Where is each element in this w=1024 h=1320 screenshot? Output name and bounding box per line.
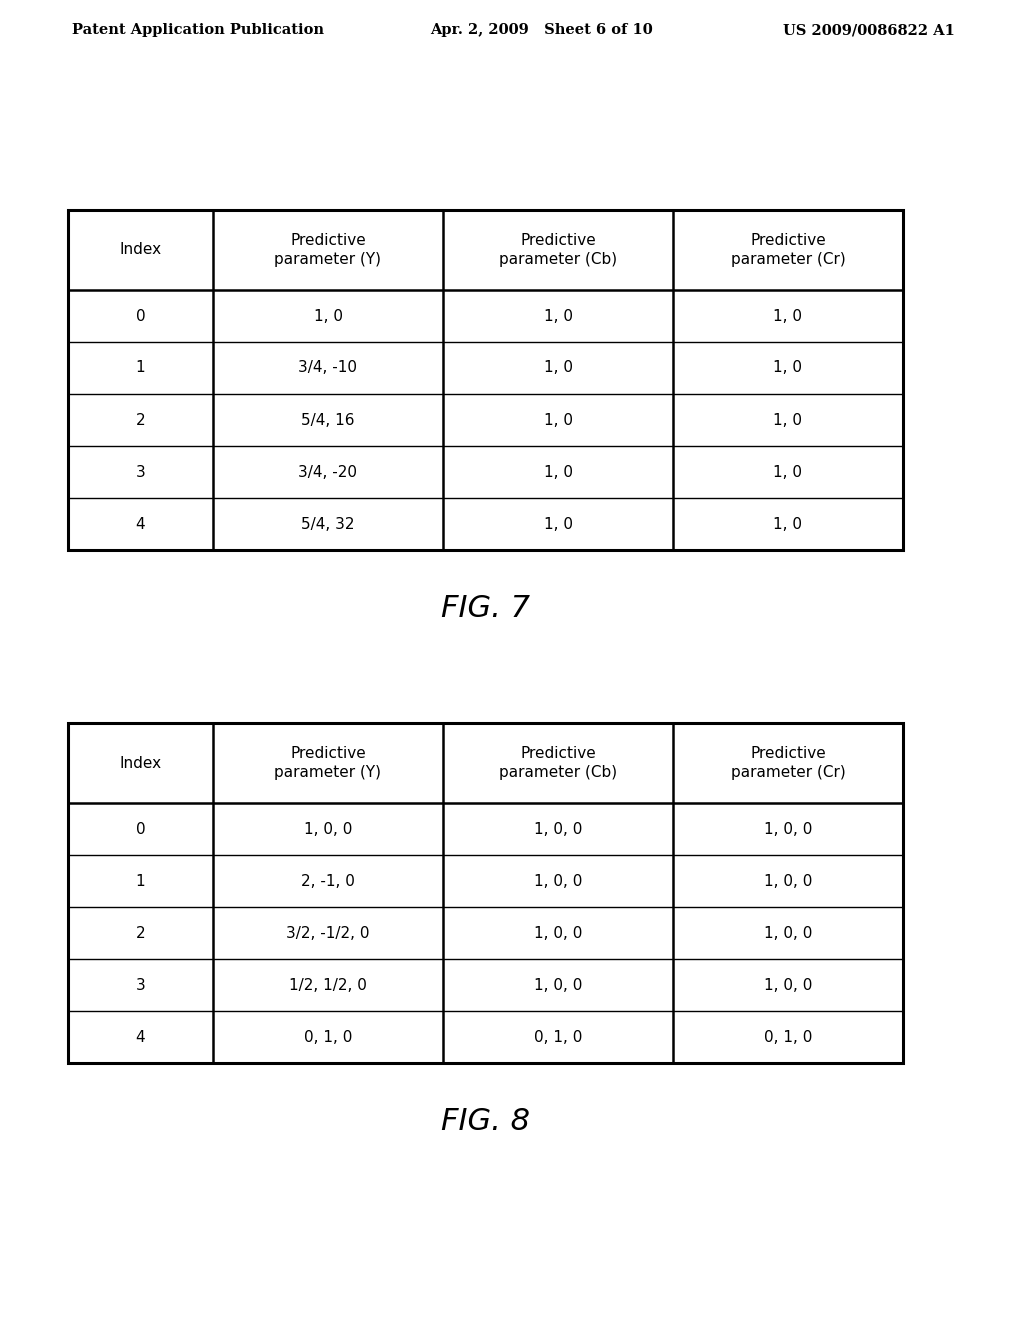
Text: 1, 0, 0: 1, 0, 0 [764, 925, 812, 940]
Text: 1, 0, 0: 1, 0, 0 [534, 925, 583, 940]
Text: 1, 0: 1, 0 [773, 465, 803, 479]
Text: 1: 1 [136, 874, 145, 888]
Text: 1, 0: 1, 0 [544, 465, 572, 479]
Text: 0, 1, 0: 0, 1, 0 [304, 1030, 352, 1044]
Text: Predictive
parameter (Cb): Predictive parameter (Cb) [499, 746, 617, 780]
Text: 1, 0: 1, 0 [313, 309, 342, 323]
Text: 4: 4 [136, 1030, 145, 1044]
Text: 0: 0 [136, 309, 145, 323]
Text: Apr. 2, 2009   Sheet 6 of 10: Apr. 2, 2009 Sheet 6 of 10 [430, 22, 652, 37]
Text: Patent Application Publication: Patent Application Publication [72, 22, 324, 37]
Text: 0, 1, 0: 0, 1, 0 [764, 1030, 812, 1044]
Text: FIG. 8: FIG. 8 [441, 1106, 530, 1135]
Text: 3: 3 [135, 465, 145, 479]
Text: 1, 0: 1, 0 [544, 516, 572, 532]
Text: 3/4, -20: 3/4, -20 [299, 465, 357, 479]
Bar [68, 210, 903, 550]
Text: 1/2, 1/2, 0: 1/2, 1/2, 0 [289, 978, 367, 993]
Text: 0, 1, 0: 0, 1, 0 [534, 1030, 583, 1044]
Text: 2: 2 [136, 925, 145, 940]
Text: 4: 4 [136, 516, 145, 532]
Text: 2: 2 [136, 413, 145, 428]
Text: 1, 0: 1, 0 [544, 309, 572, 323]
Text: 1, 0, 0: 1, 0, 0 [304, 821, 352, 837]
Text: 3/4, -10: 3/4, -10 [299, 360, 357, 375]
Text: 1, 0, 0: 1, 0, 0 [764, 821, 812, 837]
Text: 2, -1, 0: 2, -1, 0 [301, 874, 355, 888]
Text: Index: Index [120, 243, 162, 257]
Text: 1, 0: 1, 0 [773, 516, 803, 532]
Text: 1, 0, 0: 1, 0, 0 [764, 874, 812, 888]
Text: 1, 0, 0: 1, 0, 0 [534, 821, 583, 837]
Text: 5/4, 16: 5/4, 16 [301, 413, 354, 428]
Text: 0: 0 [136, 821, 145, 837]
Text: 1, 0, 0: 1, 0, 0 [534, 874, 583, 888]
Text: 1, 0: 1, 0 [773, 360, 803, 375]
Text: 1, 0: 1, 0 [544, 360, 572, 375]
Text: Index: Index [120, 755, 162, 771]
Text: Predictive
parameter (Cr): Predictive parameter (Cr) [731, 234, 846, 267]
Text: 1, 0, 0: 1, 0, 0 [764, 978, 812, 993]
Text: 5/4, 32: 5/4, 32 [301, 516, 354, 532]
Text: FIG. 7: FIG. 7 [441, 594, 530, 623]
Bar [68, 723, 903, 1063]
Text: 1, 0: 1, 0 [544, 413, 572, 428]
Text: Predictive
parameter (Cb): Predictive parameter (Cb) [499, 234, 617, 267]
Text: Predictive
parameter (Cr): Predictive parameter (Cr) [731, 746, 846, 780]
Text: Predictive
parameter (Y): Predictive parameter (Y) [274, 234, 382, 267]
Text: 3/2, -1/2, 0: 3/2, -1/2, 0 [287, 925, 370, 940]
Text: 1, 0, 0: 1, 0, 0 [534, 978, 583, 993]
Text: 1: 1 [136, 360, 145, 375]
Text: 1, 0: 1, 0 [773, 413, 803, 428]
Text: US 2009/0086822 A1: US 2009/0086822 A1 [783, 22, 955, 37]
Text: 3: 3 [135, 978, 145, 993]
Text: Predictive
parameter (Y): Predictive parameter (Y) [274, 746, 382, 780]
Text: 1, 0: 1, 0 [773, 309, 803, 323]
